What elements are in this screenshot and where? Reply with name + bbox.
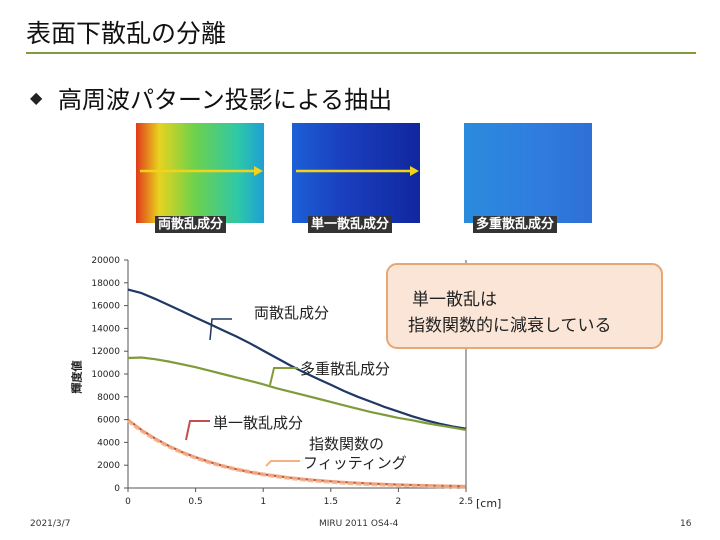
panel-label-single: 単一散乱成分	[308, 216, 393, 233]
x-tick-label: 0	[125, 497, 131, 507]
annotation-single: 単一散乱成分	[213, 414, 304, 432]
y-tick-label: 20000	[91, 256, 120, 266]
y-tick-label: 12000	[91, 347, 120, 357]
title-rule	[26, 52, 696, 54]
panel-label-multiple: 多重散乱成分	[473, 216, 558, 233]
y-tick-label: 18000	[91, 279, 120, 289]
x-tick-label: 1	[260, 497, 266, 507]
y-tick-label: 8000	[97, 393, 120, 403]
x-unit-label: [cm]	[476, 497, 501, 510]
y-tick-label: 6000	[97, 416, 120, 426]
x-tick-label: 0.5	[188, 497, 202, 507]
leader-single	[185, 420, 210, 441]
annotation-fit-line-2: フィッティング	[303, 454, 407, 472]
callout-line-2: 指数関数的に減衰している	[408, 316, 612, 336]
footer-page-number: 16	[680, 519, 692, 529]
leader-fit	[265, 460, 300, 467]
series-line-fit	[126, 419, 467, 489]
y-tick-label: 16000	[91, 302, 120, 312]
leader-both	[209, 318, 232, 341]
section-heading: 高周波パターン投影による抽出	[58, 86, 393, 114]
series-line-multiple	[127, 356, 467, 431]
y-tick-label: 14000	[91, 324, 120, 334]
footer-date: 2021/3/7	[30, 519, 71, 529]
equals-sign: ＝	[269, 167, 293, 195]
slide-title: 表面下散乱の分離	[26, 19, 227, 48]
panel-label-both: 両散乱成分	[155, 216, 227, 233]
x-tick-label: 1.5	[324, 497, 338, 507]
leader-multiple	[269, 367, 298, 386]
y-tick-label: 10000	[91, 370, 120, 380]
y-tick-label: 2000	[97, 461, 120, 471]
single-scattering-image	[292, 123, 420, 223]
annotation-fit-line-1: 指数関数の	[309, 435, 385, 453]
plus-sign: ＋	[430, 167, 454, 195]
annotation-both: 両散乱成分	[254, 304, 330, 322]
y-tick-label: 0	[114, 484, 120, 494]
y-axis-label: 輝度値	[70, 360, 84, 394]
y-tick-label: 4000	[97, 438, 120, 448]
x-tick-label: 2.5	[459, 497, 473, 507]
annotation-multiple: 多重散乱成分	[300, 360, 391, 378]
diamond-bullet-icon: ◆	[30, 88, 43, 107]
both-scattering-image	[136, 123, 264, 223]
callout-line-1: 単一散乱は	[412, 290, 497, 310]
x-tick-label: 2	[396, 497, 402, 507]
callout-box	[386, 263, 663, 349]
multiple-scattering-image	[464, 123, 592, 223]
footer-venue: MIRU 2011 OS4-4	[319, 519, 399, 529]
